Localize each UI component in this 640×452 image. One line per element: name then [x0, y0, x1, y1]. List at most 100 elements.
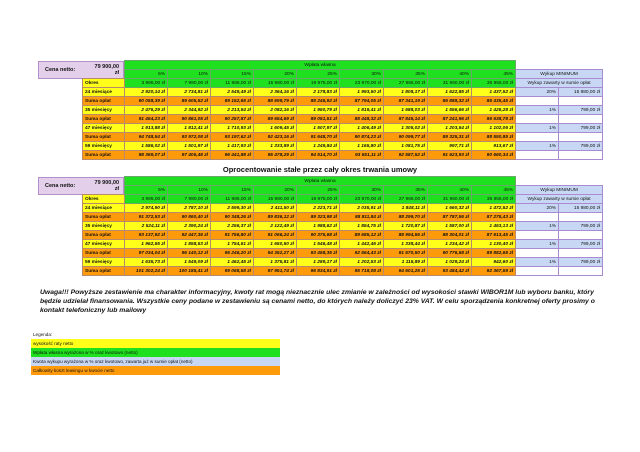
net-price-value: 79 900,00 zł [94, 64, 119, 76]
installment-cell: 2 599,30 zł [210, 203, 254, 213]
row-label: 35 miesięcy [82, 105, 125, 115]
buyout-value: 15 980,00 zł [558, 203, 604, 213]
total-cell: 92 423,16 zł [253, 132, 297, 142]
total-cell: 90 099,77 zł [383, 132, 428, 142]
down-payment-amount: 23 970,00 zł [339, 78, 384, 88]
net-price-box: Cena netto: 79 900,00 zł [38, 177, 124, 195]
buyout-value: 799,00 zł [558, 141, 604, 151]
total-row: Suma opłat 93 137,92 zł 92 447,36 zł 91 756… [82, 230, 604, 240]
installment-cell: 1 115,89 zł [383, 257, 428, 267]
installment-cell: 1 130,40 zł [470, 239, 517, 249]
total-cell: 89 605,52 zł [167, 96, 211, 106]
percent-header: 30% [339, 69, 384, 79]
installment-cell: 2 223,71 zł [296, 203, 340, 213]
total-cell: 90 058,39 zł [124, 96, 168, 106]
row-label: Suma opłat [82, 150, 125, 160]
buyout-percent: 1% [515, 123, 560, 133]
percent-header: 35% [383, 185, 428, 195]
installment-cell: 2 734,81 zł [167, 87, 211, 97]
installment-cell: 2 524,11 zł [124, 221, 168, 231]
down-payment-amount: 7 990,00 zł [167, 78, 211, 88]
installment-cell: 1 819,41 zł [339, 105, 384, 115]
net-price-label: Cena netto: [45, 67, 76, 73]
total-cell: 90 375,68 zł [296, 230, 340, 240]
total-cell: 88 304,01 zł [427, 230, 472, 240]
buyout-value: 799,00 zł [558, 221, 604, 231]
percent-header: 30% [339, 185, 384, 195]
total-cell: 97 034,04 zł [124, 248, 168, 258]
down-payment-amount: 11 985,00 zł [210, 194, 254, 204]
down-payment-amount: 27 965,00 zł [383, 194, 428, 204]
empty-cell [83, 70, 125, 79]
empty-cell [558, 230, 604, 240]
installment-row: 59 miesięcy 1 635,73 zł 1 549,09 zł 1 462,4… [82, 257, 604, 267]
total-cell: 96 140,12 zł [167, 248, 211, 258]
buyout-value: 799,00 zł [558, 239, 604, 249]
buyout-percent: 20% [515, 203, 560, 213]
installment-cell: 1 202,53 zł [339, 257, 384, 267]
row-label: Suma opłat [82, 212, 125, 222]
total-row: Suma opłat 98 369,07 zł 97 405,48 zł 96 441… [82, 150, 604, 160]
down-payment-amount: 15 980,00 zł [253, 194, 297, 204]
installment-cell: 2 178,83 zł [296, 87, 340, 97]
installment-cell: 1 720,87 zł [383, 221, 428, 231]
total-cell: 91 372,53 zł [124, 212, 168, 222]
total-cell: 89 882,65 zł [470, 248, 517, 258]
row-label: Suma opłat [82, 266, 125, 276]
installment-cell: 1 338,44 zł [383, 239, 428, 249]
total-cell: 93 137,92 zł [124, 230, 168, 240]
row-label: 35 miesięcy [82, 221, 125, 231]
row-label: 24 miesiące [82, 87, 125, 97]
total-cell: 86 638,78 zł [470, 114, 517, 124]
total-cell: 91 670,50 zł [383, 248, 428, 258]
total-cell: 89 152,65 zł [210, 96, 254, 106]
installment-cell: 1 289,17 zł [296, 257, 340, 267]
total-cell: 94 514,70 zł [296, 150, 340, 160]
installment-cell: 1 417,93 zł [210, 141, 254, 151]
installment-cell: 2 364,16 zł [253, 87, 297, 97]
row-label: 47 miesięcy [82, 123, 125, 133]
buyout-header: Wykup MINIMUM [515, 69, 604, 79]
installment-cell: 2 082,16 zł [253, 105, 297, 115]
percent-header: 45% [470, 185, 517, 195]
total-cell: 95 718,08 zł [339, 266, 384, 276]
installment-cell: 1 375,81 zł [253, 257, 297, 267]
total-cell: 91 756,80 zł [210, 230, 254, 240]
total-cell: 95 246,20 zł [210, 248, 254, 258]
empty-cell [558, 132, 604, 142]
down-payment-amount: 15 980,00 zł [253, 78, 297, 88]
empty-cell [83, 177, 125, 186]
empty-cell [558, 96, 604, 106]
total-cell: 94 352,27 zł [253, 248, 297, 258]
total-cell: 98 369,07 zł [124, 150, 168, 160]
installment-cell: 1 472,52 zł [470, 203, 517, 213]
installment-cell: 1 442,46 zł [339, 239, 384, 249]
legend-item: Wpłata własna wyrażona w % oraz kwotowo … [31, 348, 280, 357]
buyout-subheader: Wykup zawarty w sumie opłat [515, 78, 604, 88]
installment-cell: 1 622,85 zł [427, 87, 472, 97]
net-price-value: 79 900,00 zł [94, 180, 119, 192]
total-cell: 91 623,93 zł [427, 150, 472, 160]
installment-cell: 1 556,66 zł [427, 105, 472, 115]
installment-row: 47 miesięcy 1 962,55 zł 1 858,53 zł 1 754,5… [82, 239, 604, 249]
row-label: Suma opłat [82, 96, 125, 106]
row-label: 59 miesięcy [82, 257, 125, 267]
installment-cell: 1 586,02 zł [124, 141, 168, 151]
total-row: Suma opłat 101 302,24 zł 100 185,41 zł 99 0… [82, 266, 604, 276]
total-cell: 97 405,48 zł [167, 150, 211, 160]
installment-cell: 1 507,97 zł [296, 123, 340, 133]
installment-cell: 2 920,14 zł [124, 87, 168, 97]
installment-cell: 2 476,29 zł [124, 105, 168, 115]
total-cell: 89 325,31 zł [427, 132, 472, 142]
installment-cell: 913,67 zł [470, 141, 517, 151]
total-row: Suma opłat 91 464,23 zł 90 861,05 zł 90 257… [82, 114, 604, 124]
total-cell: 89 836,12 zł [253, 212, 297, 222]
empty-cell [558, 150, 604, 160]
total-cell: 93 458,35 zł [296, 248, 340, 258]
total-cell: 100 185,41 zł [167, 266, 211, 276]
empty-cell [515, 230, 560, 240]
installment-cell: 1 993,50 zł [339, 87, 384, 97]
installment-cell: 1 635,73 zł [124, 257, 168, 267]
total-cell: 87 275,43 zł [470, 212, 517, 222]
installment-cell: 1 688,03 zł [383, 105, 428, 115]
